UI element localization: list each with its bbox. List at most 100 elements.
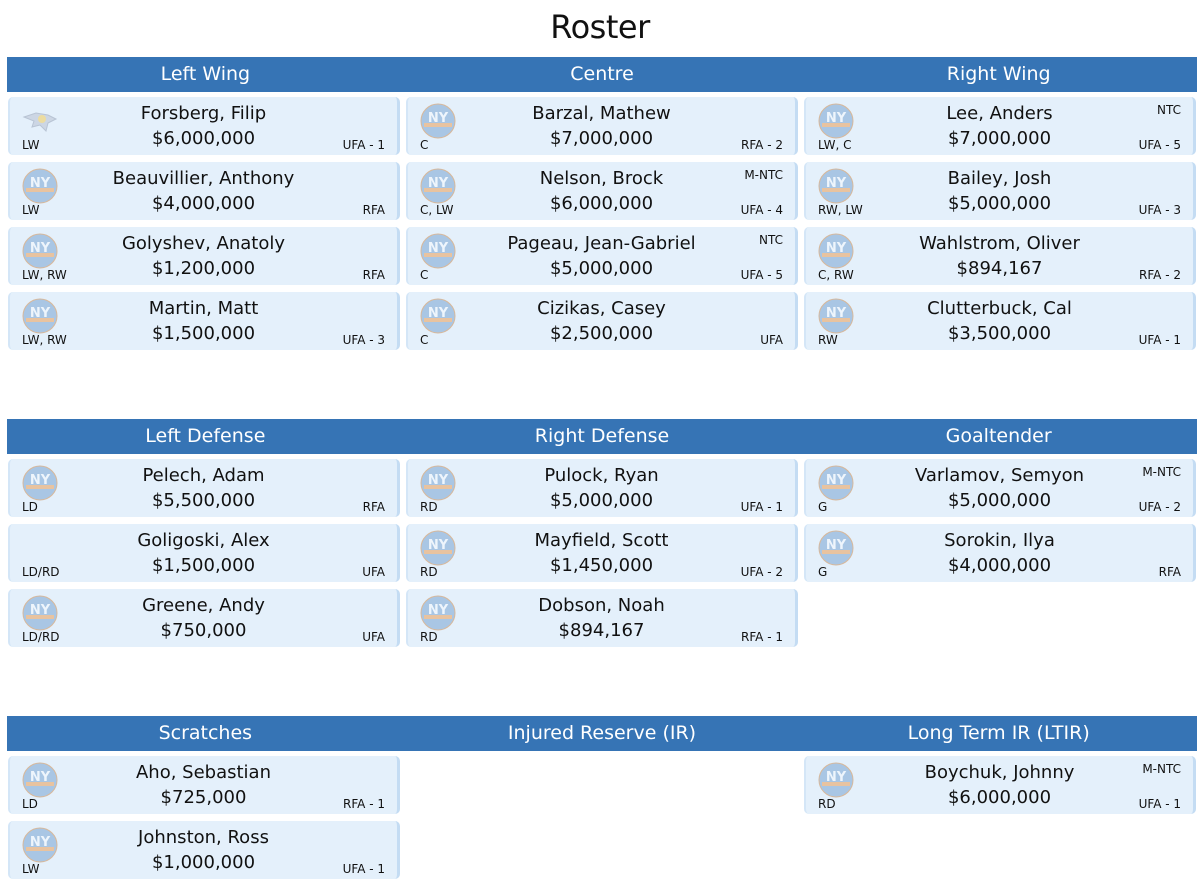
- islanders-logo-icon: NY: [818, 103, 854, 139]
- player-name[interactable]: Mayfield, Scott: [534, 530, 669, 551]
- player-name[interactable]: Nelson, Brock: [539, 168, 664, 189]
- player-card[interactable]: NY Bailey, Josh $5,000,000 RW, LW UFA - 3: [804, 162, 1196, 220]
- player-name[interactable]: Forsberg, Filip: [140, 103, 267, 124]
- svg-text:NY: NY: [826, 538, 847, 553]
- player-card[interactable]: NY Beauvillier, Anthony $4,000,000 LW RFA: [8, 162, 400, 220]
- svg-text:NY: NY: [30, 473, 51, 488]
- contract-status: RFA: [362, 268, 385, 282]
- player-position: LD/RD: [22, 565, 60, 579]
- column-header: Right Wing: [946, 63, 1051, 85]
- player-name[interactable]: Pulock, Ryan: [544, 465, 659, 486]
- contract-status: UFA - 2: [740, 565, 783, 579]
- player-name[interactable]: Bailey, Josh: [947, 168, 1052, 189]
- player-name[interactable]: Pageau, Jean-Gabriel: [507, 233, 696, 254]
- player-name[interactable]: Pelech, Adam: [142, 465, 265, 486]
- player-name[interactable]: Johnston, Ross: [138, 827, 269, 848]
- player-card[interactable]: NY Barzal, Mathew $7,000,000 C RFA - 2: [406, 97, 798, 155]
- contract-status: RFA: [362, 500, 385, 514]
- player-card[interactable]: Goligoski, Alex $1,500,000 LD/RD UFA: [8, 524, 400, 582]
- player-salary: $7,000,000: [947, 128, 1052, 149]
- player-card[interactable]: NY Pelech, Adam $5,500,000 LD RFA: [8, 459, 400, 517]
- player-name[interactable]: Goligoski, Alex: [137, 530, 270, 551]
- player-card[interactable]: NY Varlamov, Semyon $5,000,000 G UFA - 2 M-NT…: [804, 459, 1196, 517]
- player-name[interactable]: Dobson, Noah: [538, 595, 665, 616]
- player-card[interactable]: NY Nelson, Brock $6,000,000 C, LW UFA - 4 M-N…: [406, 162, 798, 220]
- player-card[interactable]: NY Johnston, Ross $1,000,000 LW UFA - 1: [8, 821, 400, 879]
- svg-text:NY: NY: [30, 241, 51, 256]
- player-position: C: [420, 268, 429, 282]
- roster-section: Scratches Injured Reserve (IR) Long Term I…: [7, 716, 1197, 879]
- player-card[interactable]: NY Pulock, Ryan $5,000,000 RD UFA - 1: [406, 459, 798, 517]
- player-card[interactable]: NY Martin, Matt $1,500,000 LW, RW UFA - 3: [8, 292, 400, 350]
- contract-status: UFA: [362, 565, 385, 579]
- player-name[interactable]: Varlamov, Semyon: [914, 465, 1085, 486]
- player-card[interactable]: NY Clutterbuck, Cal $3,500,000 RW UFA - 1: [804, 292, 1196, 350]
- player-name[interactable]: Boychuk, Johnny: [924, 762, 1075, 783]
- player-name[interactable]: Martin, Matt: [148, 298, 259, 319]
- player-salary: $4,000,000: [151, 193, 256, 214]
- svg-text:NY: NY: [428, 473, 449, 488]
- roster-section: Left Wing Centre Right Wing Forsberg, Filip…: [7, 57, 1197, 350]
- svg-text:NY: NY: [826, 241, 847, 256]
- page-title: Roster: [550, 8, 650, 46]
- islanders-logo-icon: NY: [818, 762, 854, 798]
- player-name[interactable]: Barzal, Mathew: [532, 103, 671, 124]
- svg-text:NY: NY: [428, 176, 449, 191]
- player-name[interactable]: Wahlstrom, Oliver: [919, 233, 1080, 254]
- contract-status: RFA - 1: [343, 797, 385, 811]
- player-position: RD: [420, 630, 438, 644]
- player-card[interactable]: NY Golyshev, Anatoly $1,200,000 LW, RW RFA: [8, 227, 400, 285]
- player-card[interactable]: NY Wahlstrom, Oliver $894,167 C, RW RFA - 2: [804, 227, 1196, 285]
- islanders-logo-icon: NY: [22, 233, 58, 269]
- player-position: C: [420, 333, 429, 347]
- islanders-logo-icon: NY: [818, 298, 854, 334]
- player-position: RD: [420, 565, 438, 579]
- section-header: Scratches Injured Reserve (IR) Long Term I…: [7, 716, 1197, 751]
- player-name[interactable]: Clutterbuck, Cal: [927, 298, 1072, 319]
- column-header: Left Wing: [160, 63, 251, 85]
- predators-logo-icon: [22, 103, 58, 139]
- position-column: NY Varlamov, Semyon $5,000,000 G UFA - 2 M-NT…: [804, 459, 1196, 647]
- player-position: LW: [22, 203, 40, 217]
- player-card[interactable]: NY Sorokin, Ilya $4,000,000 G RFA: [804, 524, 1196, 582]
- player-card[interactable]: NY Boychuk, Johnny $6,000,000 RD UFA - 1 M-NT…: [804, 756, 1196, 814]
- player-name[interactable]: Sorokin, Ilya: [944, 530, 1055, 551]
- contract-status: UFA - 3: [342, 333, 385, 347]
- contract-status: RFA - 1: [741, 630, 783, 644]
- svg-text:NY: NY: [428, 603, 449, 618]
- player-salary: $1,000,000: [151, 852, 256, 873]
- player-position: C: [420, 138, 429, 152]
- player-card[interactable]: NY Cizikas, Casey $2,500,000 C UFA: [406, 292, 798, 350]
- player-position: LW, RW: [22, 333, 67, 347]
- player-salary: $5,000,000: [549, 490, 654, 511]
- player-position: LD: [22, 500, 38, 514]
- islanders-logo-icon: NY: [22, 762, 58, 798]
- player-card[interactable]: NY Lee, Anders $7,000,000 LW, C UFA - 5 NTC: [804, 97, 1196, 155]
- contract-status: UFA - 1: [1138, 797, 1181, 811]
- player-name[interactable]: Greene, Andy: [142, 595, 265, 616]
- contract-status: UFA - 1: [342, 862, 385, 876]
- player-card[interactable]: NY Pageau, Jean-Gabriel $5,000,000 C UFA - 5…: [406, 227, 798, 285]
- player-position: RW, LW: [818, 203, 863, 217]
- player-card[interactable]: NY Dobson, Noah $894,167 RD RFA - 1: [406, 589, 798, 647]
- player-position: RD: [818, 797, 836, 811]
- trade-clause: M-NTC: [744, 168, 783, 182]
- player-name[interactable]: Golyshev, Anatoly: [121, 233, 286, 254]
- player-salary: $3,500,000: [947, 323, 1052, 344]
- player-name[interactable]: Cizikas, Casey: [537, 298, 666, 319]
- player-name[interactable]: Beauvillier, Anthony: [112, 168, 295, 189]
- svg-text:NY: NY: [30, 176, 51, 191]
- player-card[interactable]: NY Greene, Andy $750,000 LD/RD UFA: [8, 589, 400, 647]
- player-name[interactable]: Lee, Anders: [946, 103, 1053, 124]
- trade-clause: M-NTC: [1142, 465, 1181, 479]
- position-column: NY Pulock, Ryan $5,000,000 RD UFA - 1 NY Mayfi…: [406, 459, 798, 647]
- contract-status: RFA - 2: [1139, 268, 1181, 282]
- player-card[interactable]: Forsberg, Filip $6,000,000 LW UFA - 1: [8, 97, 400, 155]
- player-card[interactable]: NY Mayfield, Scott $1,450,000 RD UFA - 2: [406, 524, 798, 582]
- contract-status: UFA - 2: [1138, 500, 1181, 514]
- player-card[interactable]: NY Aho, Sebastian $725,000 LD RFA - 1: [8, 756, 400, 814]
- contract-status: RFA: [1158, 565, 1181, 579]
- player-name[interactable]: Aho, Sebastian: [135, 762, 271, 783]
- position-column: NY Lee, Anders $7,000,000 LW, C UFA - 5 NTC NY…: [804, 97, 1196, 350]
- position-column: NY Barzal, Mathew $7,000,000 C RFA - 2 NY Nels…: [406, 97, 798, 350]
